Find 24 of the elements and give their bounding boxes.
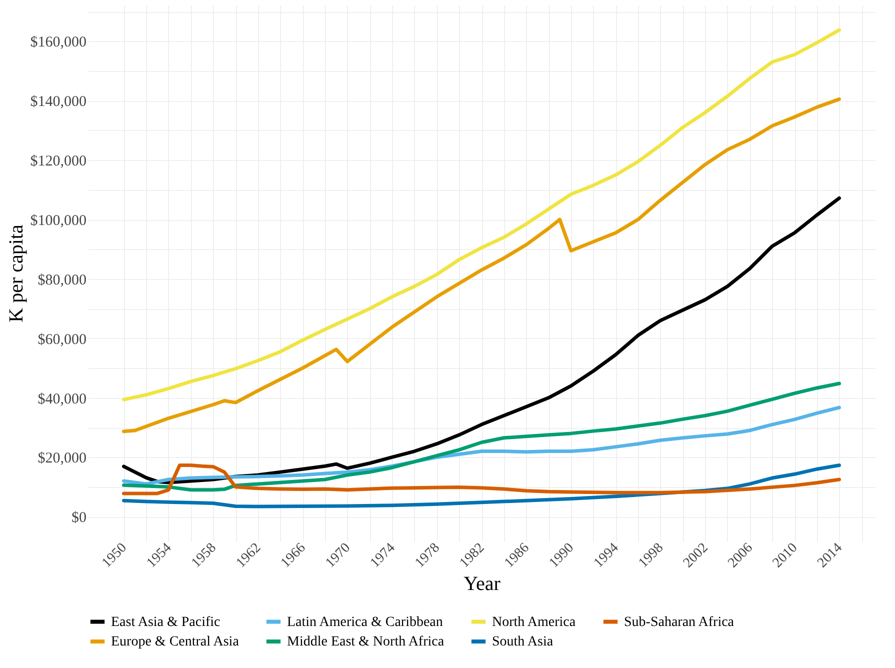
y-tick-label: $120,000 xyxy=(30,154,86,170)
y-tick-label: $40,000 xyxy=(38,391,86,408)
legend-label: North America xyxy=(492,614,576,630)
y-tick-label: $20,000 xyxy=(38,450,86,467)
line-series xyxy=(122,406,841,486)
y-tick-label: $100,000 xyxy=(30,213,86,230)
legend-label: Latin America & Caribbean xyxy=(287,614,443,630)
y-tick-label: $0 xyxy=(72,510,86,526)
y-tick-label: $80,000 xyxy=(38,272,86,288)
line-series xyxy=(122,97,841,434)
line-series xyxy=(122,196,841,484)
y-tick-label: $60,000 xyxy=(38,332,86,348)
y-tick-label: $160,000 xyxy=(30,34,86,51)
line-series xyxy=(122,463,841,496)
y-axis-title: K per capita xyxy=(5,224,28,322)
y-tick-label: $140,000 xyxy=(30,94,86,110)
line-series xyxy=(122,28,841,402)
legend-label: Sub-Saharan Africa xyxy=(624,614,735,630)
legend-label: East Asia & Pacific xyxy=(111,614,220,630)
legend-label: South Asia xyxy=(492,634,554,650)
legend-label: Middle East & North Africa xyxy=(287,634,445,650)
legend-label: Europe & Central Asia xyxy=(111,634,240,650)
x-axis-title: Year xyxy=(464,573,501,596)
line-series xyxy=(122,382,841,492)
